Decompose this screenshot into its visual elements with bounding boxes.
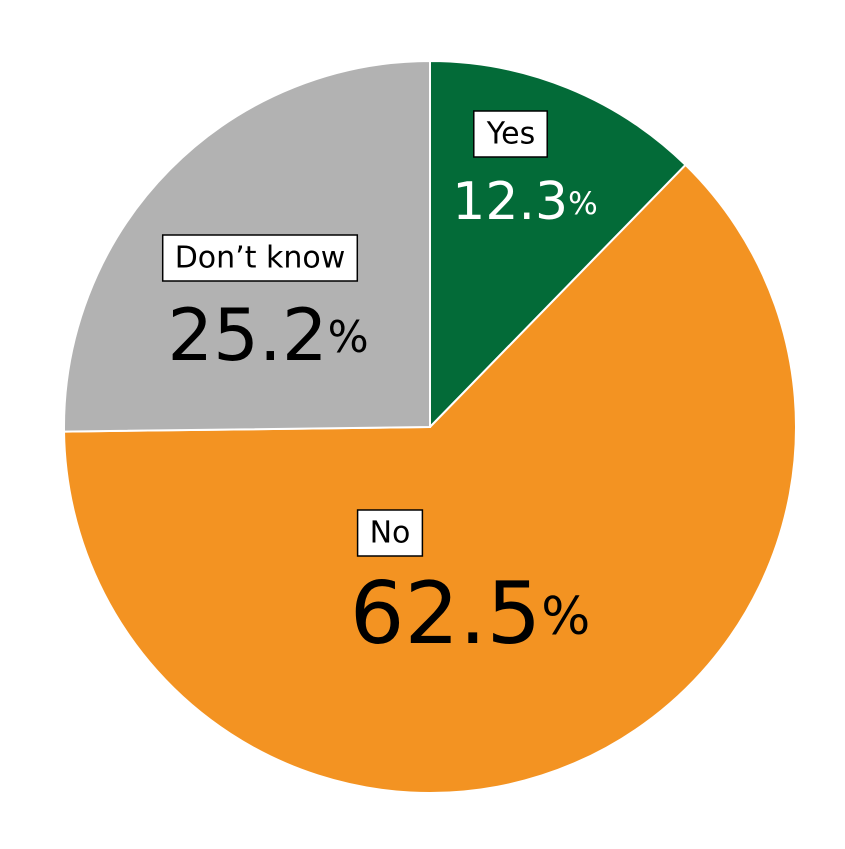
category-label: Don’t know: [175, 241, 346, 276]
pie-slice: [63, 163, 797, 794]
category-label: Yes: [486, 117, 535, 152]
value-label: 62.5%: [350, 564, 591, 664]
category-label-box: [161, 234, 359, 282]
category-label: No: [370, 516, 411, 551]
value-label: 12.3%: [452, 172, 597, 232]
category-label-box: [356, 509, 424, 557]
category-label-box: [473, 110, 548, 158]
value-label: 25.2%: [167, 293, 368, 377]
